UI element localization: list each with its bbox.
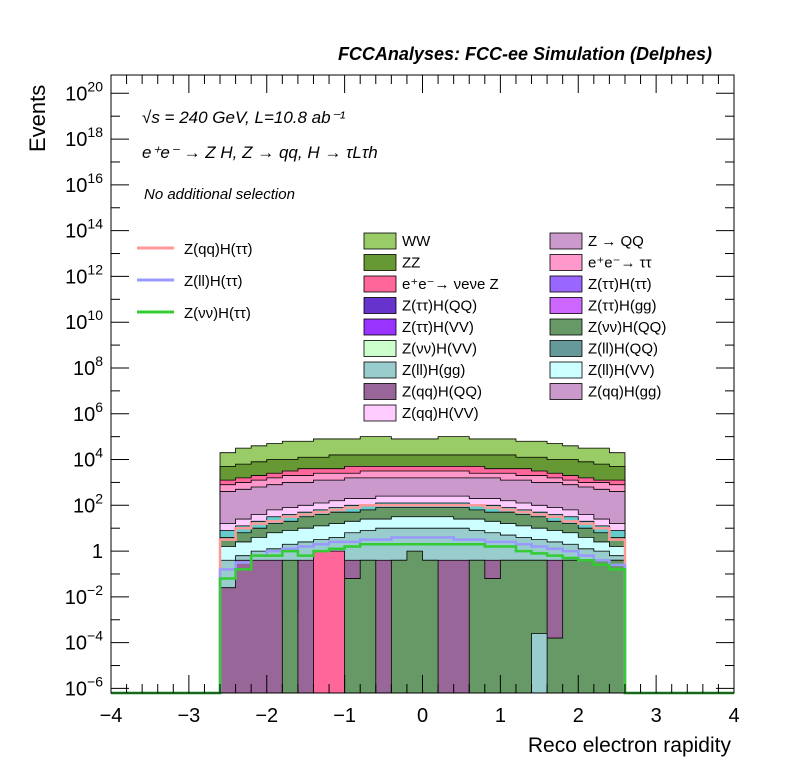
legend-box-swatch: [549, 275, 583, 293]
legend-box-swatch: [549, 232, 583, 250]
legend-label: e⁺e⁻→ ττ: [588, 255, 652, 272]
legend-label: Z(νν)H(VV): [402, 341, 477, 358]
y-tick-label: 1020: [65, 78, 103, 105]
selection-annotation: No additional selection: [144, 186, 295, 203]
signal-lines: [111, 504, 734, 695]
legend-box-swatch: [549, 254, 583, 271]
y-tick-label: 1016: [65, 170, 103, 197]
y-tick-label: 106: [73, 399, 103, 426]
legend-label: Z(qq)H(ττ): [184, 241, 253, 258]
legend-box-swatch: [549, 340, 583, 357]
legend-label: Z(ττ)H(QQ): [402, 298, 477, 315]
y-axis-label: Events: [25, 85, 50, 152]
legend-label: Z(ττ)H(gg): [588, 298, 657, 315]
legend-label: e⁺e⁻→ νeνe Z: [402, 276, 499, 293]
legend-box-swatch: [363, 297, 397, 314]
legend-label: WW: [402, 233, 431, 250]
legend-box-swatch: [549, 361, 583, 379]
legend-label: Z(qq)H(gg): [588, 384, 661, 401]
y-tick-label: 10−2: [65, 582, 103, 609]
legend-label: Z(qq)H(QQ): [402, 384, 482, 401]
legend-label: Z(ττ)H(VV): [402, 319, 474, 336]
legend-label: Z(ll)H(gg): [402, 362, 465, 379]
legend-label: ZZ: [402, 255, 420, 272]
legend-box-swatch: [363, 318, 397, 336]
x-tick-label: −1: [333, 705, 356, 727]
legend-label: Z(qq)H(VV): [402, 405, 479, 422]
y-tick-label: 10−6: [65, 673, 103, 700]
chart-title: FCCAnalyses: FCC-ee Simulation (Delphes): [338, 44, 712, 64]
stacked-histograms: [219, 436, 626, 694]
y-axis-ticks: 10−6 10−4 10−2 1 102 104 106 108 1010 1012 1014 101…: [65, 78, 734, 700]
x-tick-label: −2: [255, 705, 278, 727]
x-axis-label: Reco electron rapidity: [528, 734, 732, 757]
legend-box-swatch: [549, 383, 583, 400]
legend-label: Z(νν)H(ττ): [184, 305, 251, 322]
x-tick-label: 2: [573, 705, 584, 727]
legend-box-swatch: [363, 383, 397, 400]
legend-label: Z(ll)H(QQ): [588, 341, 658, 358]
legend-label: Z(ττ)H(ττ): [588, 276, 652, 293]
signal-line-2: [111, 542, 734, 695]
x-tick-label: −3: [177, 705, 200, 727]
y-tick-label: 1010: [65, 307, 103, 334]
x-tick-label: 1: [495, 705, 506, 727]
process-annotation: e⁺e⁻ → Z H, Z → qq, H → τLτh: [142, 143, 378, 162]
y-tick-label: 108: [73, 353, 103, 380]
y-tick-label: 1012: [65, 261, 103, 288]
legend-box-swatch: [549, 318, 583, 336]
legend-box-swatch: [363, 361, 397, 379]
legend-backgrounds-1: WW ZZ e⁺e⁻→ νeνe Z Z(ττ)H(QQ) Z(ττ)H(VV) Z(νν…: [363, 232, 499, 422]
legend-box-swatch: [363, 340, 397, 357]
legend-box-swatch: [363, 275, 397, 293]
signal-line-1: [111, 536, 734, 695]
x-tick-label: −4: [100, 705, 123, 727]
y-tick-label: 1014: [65, 216, 103, 243]
legend-box-swatch: [363, 254, 397, 271]
legend-signals: Z(qq)H(ττ) Z(ll)H(ττ) Z(νν)H(ττ): [137, 241, 253, 322]
energy-annotation: √s = 240 GeV, L=10.8 ab⁻¹: [142, 108, 346, 127]
legend-box-swatch: [363, 232, 397, 250]
legend-backgrounds-2: Z → QQ e⁺e⁻→ ττ Z(ττ)H(ττ) Z(ττ)H(gg) Z(νν)H…: [549, 232, 666, 401]
y-tick-label: 102: [73, 490, 103, 517]
legend-label: Z → QQ: [588, 233, 644, 250]
x-tick-label: 4: [728, 705, 739, 727]
legend-label: Z(ll)H(VV): [588, 362, 655, 379]
legend-box-swatch: [549, 297, 583, 314]
signal-line-0: [111, 504, 734, 695]
y-tick-label: 1018: [65, 124, 103, 151]
legend-box-swatch: [363, 404, 397, 422]
legend-label: Z(ll)H(ττ): [184, 273, 243, 290]
x-tick-label: 0: [417, 705, 428, 727]
y-tick-label: 1: [92, 541, 103, 563]
y-tick-label: 10−4: [65, 628, 103, 655]
legend-label: Z(νν)H(QQ): [588, 319, 666, 336]
y-tick-label: 104: [73, 445, 103, 472]
x-tick-label: 3: [651, 705, 662, 727]
